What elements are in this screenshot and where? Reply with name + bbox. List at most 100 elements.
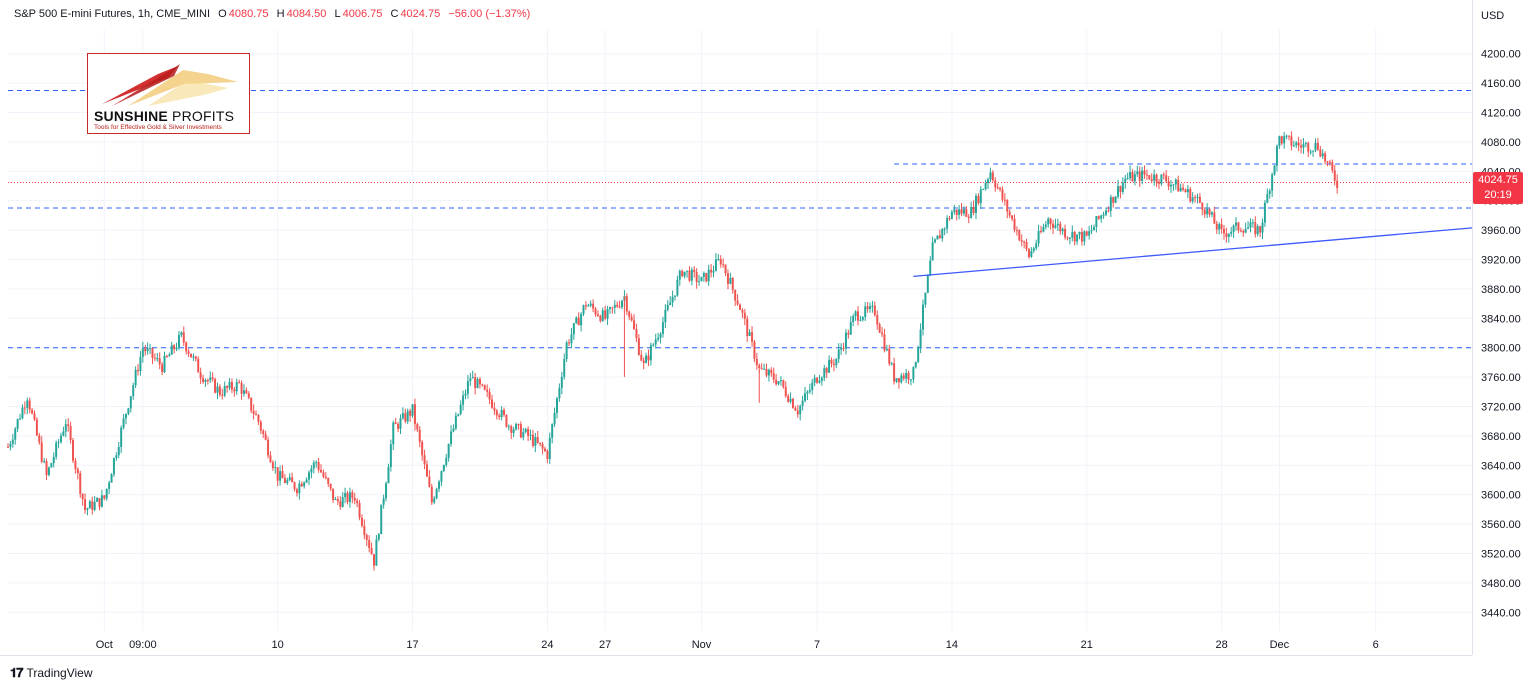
candle-body	[1015, 230, 1018, 232]
candle-body	[777, 381, 780, 385]
candle-body	[1210, 212, 1213, 215]
candle-body	[122, 418, 125, 428]
time-tick-label: 21	[1081, 639, 1093, 651]
candle-body	[902, 375, 905, 379]
time-tick-label: 6	[1373, 639, 1379, 651]
candle-body	[835, 358, 838, 366]
candle-body	[76, 469, 79, 474]
candle-body	[854, 311, 857, 317]
candle-body	[303, 482, 306, 487]
candle-body	[635, 329, 638, 339]
candle-body	[767, 369, 770, 376]
candle-body	[840, 347, 843, 350]
candle-body	[1150, 178, 1153, 181]
symbol-name: S&P 500 E-mini Futures, 1h, CME_MINI	[14, 8, 211, 20]
candle-body	[324, 476, 327, 479]
candle-body	[1064, 228, 1067, 238]
candle-body	[11, 439, 14, 444]
candle-body	[341, 497, 344, 507]
candle-body	[1121, 182, 1124, 193]
candle-body	[705, 273, 708, 282]
candle-body	[967, 216, 970, 218]
candle-body	[1030, 250, 1033, 257]
price-tick-label: 4200.00	[1481, 49, 1521, 61]
candle-body	[300, 483, 303, 487]
time-tick-label: 28	[1215, 639, 1227, 651]
candle-body	[823, 368, 826, 378]
time-tick-label: Oct	[96, 639, 113, 651]
candle-body	[611, 307, 614, 309]
time-tick-label: 10	[272, 639, 284, 651]
candle-body	[409, 410, 412, 416]
candle-body	[527, 428, 530, 436]
candle-body	[380, 504, 383, 535]
candle-body	[175, 347, 178, 350]
candle-body	[671, 296, 674, 303]
time-tick-label: 24	[541, 639, 553, 651]
candle-body	[1213, 212, 1216, 224]
candle-body	[1162, 174, 1165, 176]
candle-body	[264, 434, 267, 440]
candle-body	[1333, 170, 1336, 181]
candle-body	[1172, 184, 1175, 186]
candle-body	[64, 424, 67, 432]
price-tick-label: 3760.00	[1481, 372, 1521, 384]
candle-body	[962, 209, 965, 214]
candle-body	[714, 259, 717, 271]
candle-body	[1112, 196, 1115, 203]
candle-body	[281, 471, 284, 479]
candle-body	[1336, 180, 1339, 188]
candle-body	[948, 218, 951, 220]
candle-body	[580, 314, 583, 326]
candle-body	[972, 206, 975, 214]
candle-body	[274, 467, 277, 469]
candle-body	[1196, 196, 1199, 198]
price-tick-label: 3640.00	[1481, 460, 1521, 472]
candle-body	[55, 442, 58, 457]
candle-body	[503, 409, 506, 415]
candle-body	[616, 304, 619, 307]
candle-body	[267, 439, 270, 456]
candle-body	[1297, 142, 1300, 146]
candle-body	[726, 273, 729, 284]
candle-body	[1071, 231, 1074, 238]
candle-body	[1215, 223, 1218, 230]
candle-body	[69, 426, 72, 440]
candle-body	[50, 463, 53, 468]
candle-body	[661, 322, 664, 334]
time-tick-label: 17	[406, 639, 418, 651]
candle-body	[1324, 153, 1327, 162]
candle-body	[108, 482, 111, 489]
candle-body	[1155, 174, 1158, 182]
candle-body	[47, 467, 50, 475]
candle-body	[84, 499, 87, 510]
candle-body	[801, 400, 804, 406]
open-value: 4080.75	[228, 8, 269, 20]
candle-body	[1143, 170, 1146, 175]
candle-body	[630, 317, 633, 321]
candle-body	[129, 396, 132, 409]
candle-body	[382, 498, 385, 505]
candle-body	[74, 460, 77, 470]
candle-body	[209, 377, 212, 381]
candles	[7, 131, 1339, 571]
candle-body	[88, 501, 91, 509]
close-value: 4024.75	[400, 8, 441, 20]
last-price-tag: 4024.75 20:19	[1473, 172, 1523, 204]
candle-body	[81, 493, 84, 500]
candle-body	[688, 270, 691, 281]
tradingview-branding[interactable]: 𝟏𝟕 TradingView	[10, 665, 93, 681]
candle-body	[233, 389, 236, 392]
candle-body	[594, 308, 597, 315]
candle-body	[912, 367, 915, 380]
candle-body	[808, 389, 811, 392]
candle-body	[197, 358, 200, 373]
candle-body	[317, 462, 320, 470]
candle-body	[262, 430, 265, 435]
candle-body	[512, 429, 515, 433]
time-tick-label: 09:00	[129, 639, 157, 651]
candle-body	[404, 413, 407, 422]
candle-body	[753, 341, 756, 359]
candle-body	[21, 407, 24, 419]
